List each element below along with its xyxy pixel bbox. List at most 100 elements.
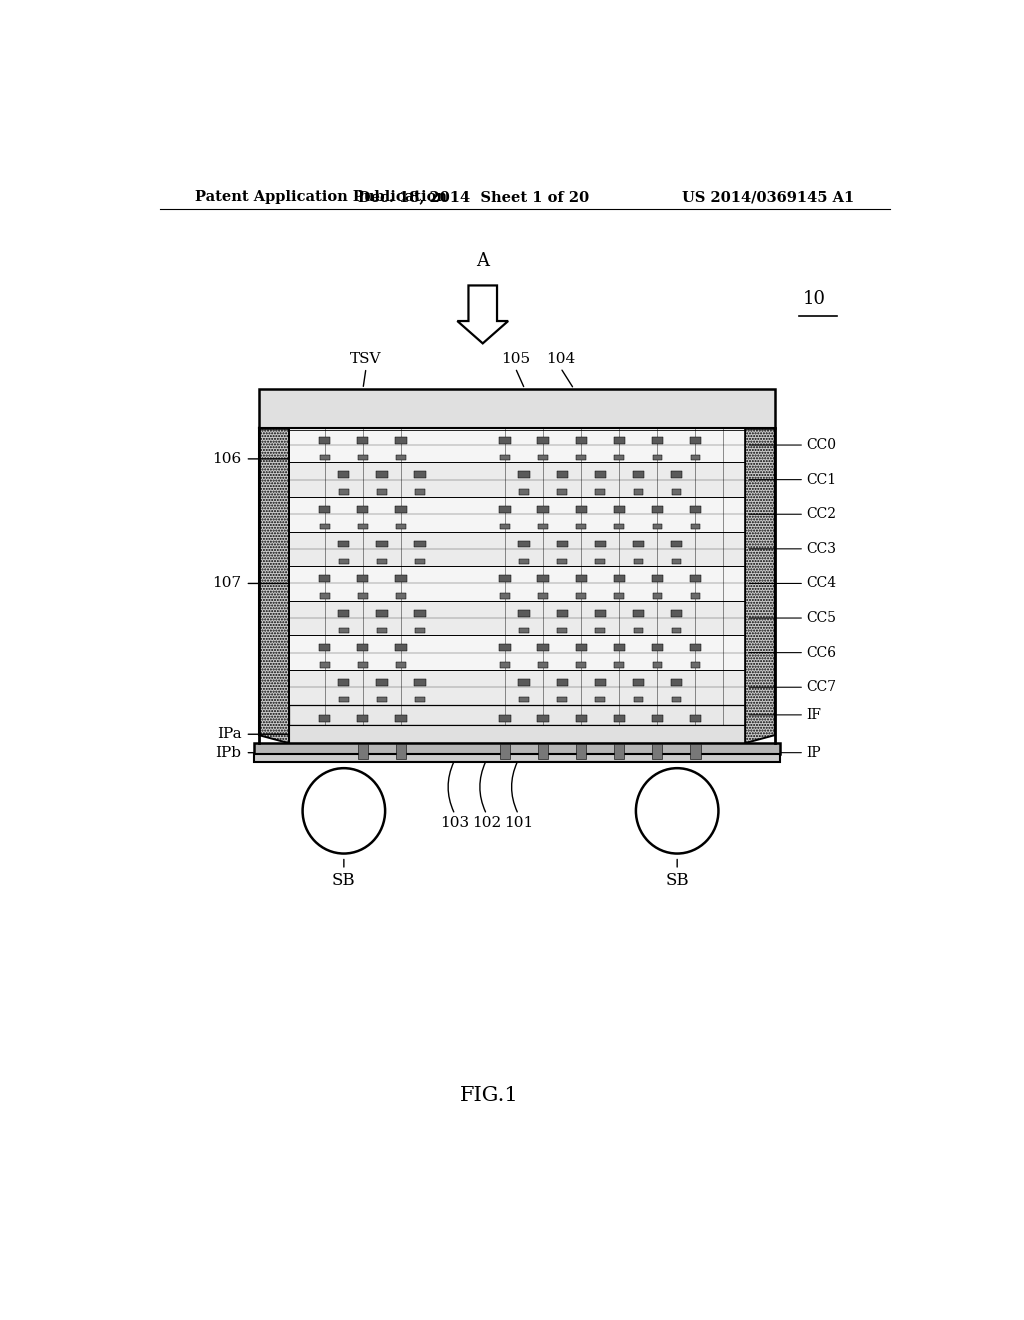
Bar (321, 593, 330, 599)
Bar (595, 541, 606, 548)
Bar (289, 428, 744, 462)
Bar (671, 610, 682, 616)
Bar (614, 524, 624, 529)
Bar (321, 524, 330, 529)
Bar (396, 744, 407, 759)
Polygon shape (458, 285, 508, 343)
Bar (518, 471, 529, 478)
Bar (259, 389, 775, 428)
Text: IPa: IPa (217, 727, 242, 742)
Text: 104: 104 (546, 351, 575, 366)
Bar (575, 437, 587, 444)
Polygon shape (744, 428, 775, 743)
Bar (289, 462, 744, 496)
Bar (395, 715, 407, 722)
Bar (613, 644, 625, 651)
Bar (557, 558, 567, 564)
Bar (595, 678, 606, 686)
Bar (577, 593, 586, 599)
Bar (416, 628, 425, 634)
Bar (358, 663, 368, 668)
Bar (690, 593, 700, 599)
Bar (690, 644, 701, 651)
Text: 101: 101 (504, 817, 534, 830)
Bar (690, 506, 701, 513)
Bar (690, 715, 701, 722)
Text: 106: 106 (212, 451, 242, 466)
Bar (557, 697, 567, 702)
Bar (613, 506, 625, 513)
Text: SB: SB (666, 871, 689, 888)
Bar (339, 490, 348, 495)
Bar (652, 663, 663, 668)
Bar (377, 541, 387, 548)
Bar (595, 558, 605, 564)
Bar (319, 715, 331, 722)
Bar (538, 644, 549, 651)
Text: CC4: CC4 (807, 577, 837, 590)
Text: 102: 102 (472, 817, 502, 830)
Bar (500, 576, 511, 582)
Ellipse shape (303, 768, 385, 854)
Bar (321, 663, 330, 668)
Text: CC2: CC2 (807, 507, 837, 521)
Bar (358, 524, 368, 529)
Bar (500, 506, 511, 513)
Bar (613, 715, 625, 722)
Bar (321, 455, 330, 461)
Text: A: A (476, 252, 489, 271)
Text: IPb: IPb (215, 746, 242, 760)
Text: 105: 105 (501, 351, 529, 366)
Bar (634, 697, 643, 702)
Bar (339, 697, 348, 702)
Ellipse shape (636, 768, 719, 854)
Bar (652, 524, 663, 529)
Bar (671, 471, 682, 478)
Text: Patent Application Publication: Patent Application Publication (196, 190, 447, 205)
Bar (634, 558, 643, 564)
Bar (613, 437, 625, 444)
Bar (415, 610, 426, 616)
Bar (518, 541, 529, 548)
Bar (319, 437, 331, 444)
Text: CC0: CC0 (807, 438, 837, 451)
Bar (500, 524, 510, 529)
Bar (614, 663, 624, 668)
Bar (377, 678, 387, 686)
Bar (357, 644, 369, 651)
Bar (633, 678, 644, 686)
Bar (338, 610, 349, 616)
Text: 103: 103 (440, 817, 470, 830)
Bar (538, 437, 549, 444)
Bar (690, 455, 700, 461)
Bar (557, 628, 567, 634)
Bar (396, 593, 406, 599)
Bar (652, 744, 663, 759)
Bar (518, 678, 529, 686)
Bar (575, 644, 587, 651)
Bar (289, 705, 744, 725)
Bar (652, 593, 663, 599)
Bar (338, 678, 349, 686)
Bar (358, 455, 368, 461)
Bar (652, 455, 663, 461)
Bar (377, 610, 387, 616)
Bar (254, 754, 779, 762)
Text: IF: IF (807, 708, 821, 722)
Bar (289, 532, 744, 566)
Bar (690, 576, 701, 582)
Bar (519, 697, 528, 702)
Bar (396, 524, 406, 529)
Bar (595, 490, 605, 495)
Bar (672, 628, 681, 634)
Bar (319, 644, 331, 651)
Bar (633, 541, 644, 548)
Bar (377, 471, 387, 478)
Bar (672, 558, 681, 564)
Bar (634, 490, 643, 495)
Bar (500, 455, 510, 461)
Bar (396, 455, 406, 461)
Bar (613, 576, 625, 582)
Bar (338, 541, 349, 548)
Bar (377, 697, 387, 702)
